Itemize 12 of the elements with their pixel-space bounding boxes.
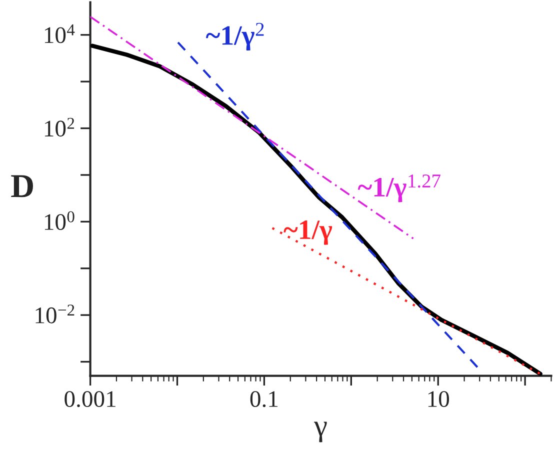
series-label: ~1/γ$^{2}$ — [206, 22, 264, 51]
x-tick-label: 10 — [428, 391, 450, 408]
y-tick-label: 10$^{0}$ — [44, 211, 74, 230]
y-tick-label: 10$^{2}$ — [44, 118, 74, 137]
series-label: ~1/γ — [284, 220, 332, 245]
x-tick-label: 0.1 — [250, 391, 278, 408]
x-axis-title: γ — [314, 422, 327, 442]
series-label: ~1/γ$^{1.27}$ — [358, 174, 440, 202]
y-tick-label: 10$^{−2}$ — [36, 304, 74, 324]
y-tick-label: 10$^{4}$ — [44, 24, 75, 44]
y-axis-title: D — [11, 175, 33, 198]
x-tick-label: 0.001 — [64, 391, 116, 408]
